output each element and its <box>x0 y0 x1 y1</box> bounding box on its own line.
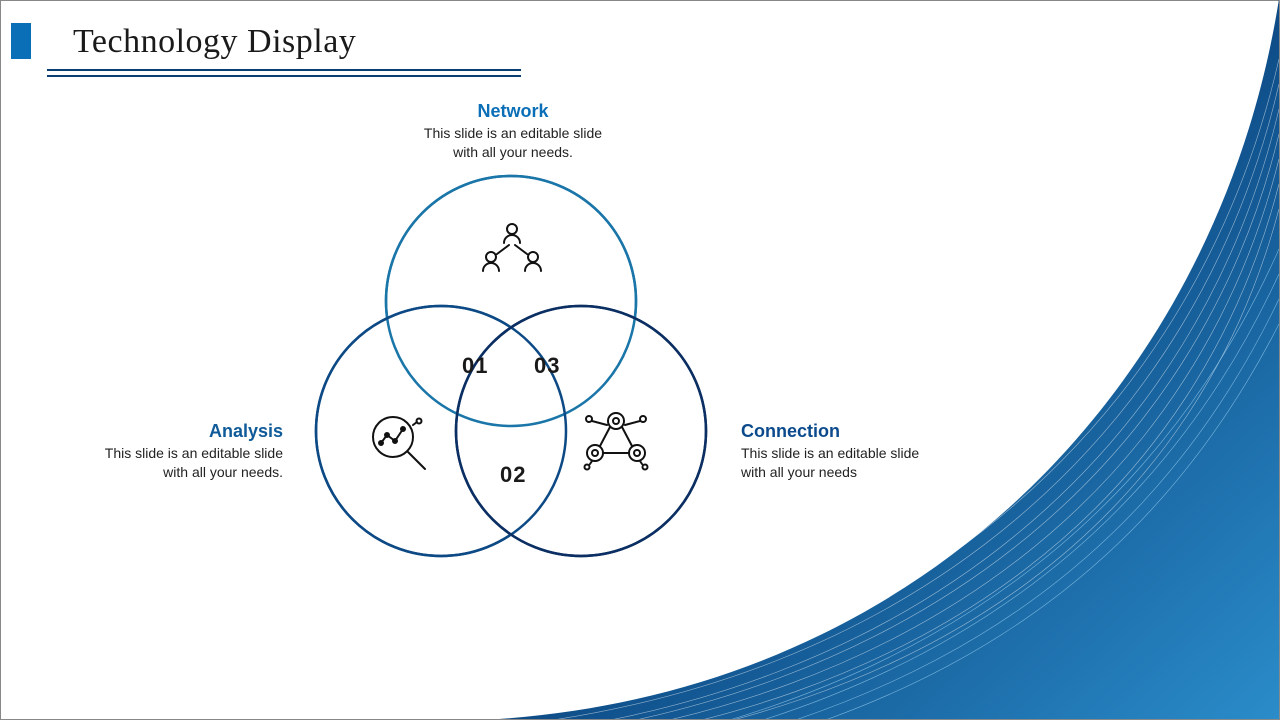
venn-number-03: 03 <box>534 353 560 379</box>
callout-right-desc: This slide is an editable slide with all… <box>741 444 941 482</box>
callout-left-desc: This slide is an editable slide with all… <box>83 444 283 482</box>
title-accent-bar <box>11 23 31 59</box>
title-rule-1 <box>47 69 521 71</box>
callout-top: Network This slide is an editable slide … <box>413 101 613 162</box>
connection-network-icon <box>581 407 651 478</box>
callout-top-heading: Network <box>413 101 613 122</box>
venn-number-02: 02 <box>500 462 526 488</box>
analysis-magnifier-icon <box>367 411 431 480</box>
callout-left: Analysis This slide is an editable slide… <box>83 421 283 482</box>
network-people-icon <box>479 221 545 284</box>
callout-right-heading: Connection <box>741 421 941 442</box>
title-rule-2 <box>47 75 521 77</box>
slide-title-block: Technology Display <box>11 23 511 61</box>
callout-top-desc: This slide is an editable slide with all… <box>413 124 613 162</box>
callout-right: Connection This slide is an editable sli… <box>741 421 941 482</box>
venn-number-01: 01 <box>462 353 488 379</box>
venn-diagram: 01 03 02 <box>301 171 721 591</box>
callout-left-heading: Analysis <box>83 421 283 442</box>
slide-canvas: Technology Display 01 03 02 <box>0 0 1280 720</box>
slide-title: Technology Display <box>11 23 511 61</box>
